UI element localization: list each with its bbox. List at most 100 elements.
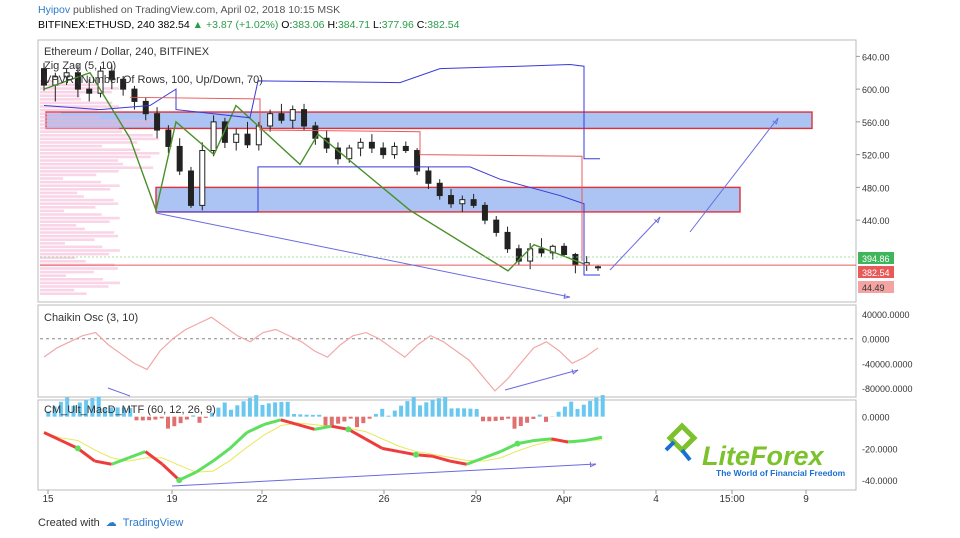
- publish-line: Hyipov published on TradingView.com, Apr…: [38, 4, 340, 16]
- axes-layer: 640.00 600.00 560.00 520.00 480.00 440.00 394.…: [42, 52, 894, 505]
- macd-tick-label: -40.0000: [862, 476, 898, 486]
- close-value: 382.54: [427, 19, 460, 31]
- macd-cross-dot: [176, 477, 183, 484]
- candle-body: [267, 113, 274, 127]
- chaikin-tick-label: 40000.0000: [862, 310, 910, 320]
- macd-hist-bar: [121, 407, 126, 417]
- vpvr-bar: [40, 94, 81, 97]
- macd-hist-bar: [418, 405, 422, 417]
- tradingview-link[interactable]: TradingView: [122, 517, 184, 529]
- vpvr-bar: [40, 155, 151, 159]
- main-title: Ethereum / Dollar, 240, BITFINEX: [44, 46, 210, 58]
- macd-hist-bar: [487, 416, 492, 422]
- macd-segment: [466, 456, 485, 466]
- vpvr-bar: [40, 162, 123, 166]
- candle-body: [402, 145, 409, 152]
- footer: Created with ☁ TradingView: [38, 516, 183, 529]
- macd-hist-bar: [512, 416, 517, 429]
- high-value: 384.71: [337, 19, 371, 31]
- macd-segment: [381, 446, 400, 454]
- macd-segment: [364, 437, 383, 450]
- main-pane[interactable]: [37, 39, 857, 303]
- macd-hist-bar: [298, 414, 303, 417]
- macd-hist-bar: [361, 416, 366, 424]
- macd-hist-bar: [273, 402, 278, 417]
- vpvr-bar: [40, 234, 119, 238]
- macd-hist-bar: [355, 416, 359, 428]
- macd-segment: [161, 463, 181, 482]
- overlays-layer: [40, 64, 856, 487]
- macd-hist-bar: [216, 407, 221, 417]
- publisher-name[interactable]: Hyipov: [38, 4, 71, 16]
- candle-body: [549, 245, 556, 254]
- macd-hist-bar: [304, 414, 309, 417]
- macd-hist-bar: [159, 416, 164, 419]
- y-tick-label: 560.00: [862, 118, 890, 128]
- macd-segment: [43, 431, 62, 442]
- x-tick-label: 26: [378, 494, 390, 505]
- vpvr-bar: [40, 180, 101, 184]
- vpvr-bar: [40, 227, 85, 231]
- vpvr-bar: [40, 130, 122, 133]
- open-label: O:: [281, 19, 293, 31]
- macd-hist-bar: [518, 416, 523, 427]
- zone-box: [45, 111, 813, 130]
- vpvr-bar: [40, 252, 110, 256]
- candle-body: [448, 195, 455, 205]
- macd-hist-bar: [65, 397, 70, 417]
- candles-layer: [41, 62, 601, 274]
- high-label: H:: [327, 19, 338, 31]
- candle-body: [538, 248, 545, 254]
- vpvr-bar: [40, 267, 118, 270]
- candle-body: [380, 147, 387, 156]
- chaikin-arrow-stub: [107, 387, 131, 397]
- candle-body: [595, 266, 601, 269]
- candle-body: [481, 204, 488, 221]
- created-with: Created with: [38, 517, 100, 529]
- candle-body: [493, 219, 500, 233]
- macd-hist-bar: [134, 416, 139, 421]
- macd-cross-dot: [413, 451, 419, 458]
- close-label: C:: [416, 19, 428, 31]
- vpvr-bar: [40, 144, 103, 148]
- candle-body: [97, 70, 104, 94]
- vpvr-bar: [40, 119, 160, 123]
- vpvr-bar: [40, 80, 60, 83]
- macd-hist-bar: [380, 408, 385, 417]
- candle-body: [74, 72, 81, 90]
- macd-segment: [568, 438, 586, 444]
- candle-body: [414, 150, 421, 172]
- tradingview-logo-icon: ☁: [105, 517, 117, 529]
- chaikin-pane[interactable]: [37, 304, 857, 398]
- macd-hist-bar: [254, 395, 259, 417]
- macd-hist-bar: [71, 405, 76, 417]
- macd-hist-bar: [172, 416, 177, 427]
- x-tick-label: 29: [470, 494, 482, 505]
- candle-body: [108, 70, 115, 80]
- macd-hist-bar: [84, 399, 89, 417]
- macd-cross-dot: [345, 426, 352, 433]
- macd-hist-bar: [462, 408, 467, 417]
- vpvr-bar: [40, 170, 119, 173]
- vpvr-bar: [40, 245, 103, 249]
- macd-hist-bar: [178, 416, 183, 424]
- macd-segment: [432, 454, 451, 463]
- vpvr-bar: [40, 116, 100, 119]
- macd-hist-bar: [184, 416, 189, 420]
- macd-hist-bar: [367, 416, 372, 419]
- vpvr-bar: [40, 98, 82, 101]
- chaikin-divergence-arrow: [504, 369, 579, 391]
- macd-segment: [246, 423, 265, 434]
- vpvr-bar: [40, 202, 119, 205]
- macd-hist-bar: [600, 395, 605, 417]
- macd-hist-bar: [575, 408, 580, 417]
- macd-hist-bar: [329, 416, 334, 426]
- forecast-arrow-2: [689, 117, 779, 233]
- macd-segment: [499, 442, 519, 453]
- macd-segment: [314, 424, 332, 431]
- vpvr-bar: [40, 249, 120, 252]
- candle-body: [470, 199, 477, 206]
- macd-segment: [550, 437, 569, 444]
- divergence-arrow-head: [563, 293, 571, 299]
